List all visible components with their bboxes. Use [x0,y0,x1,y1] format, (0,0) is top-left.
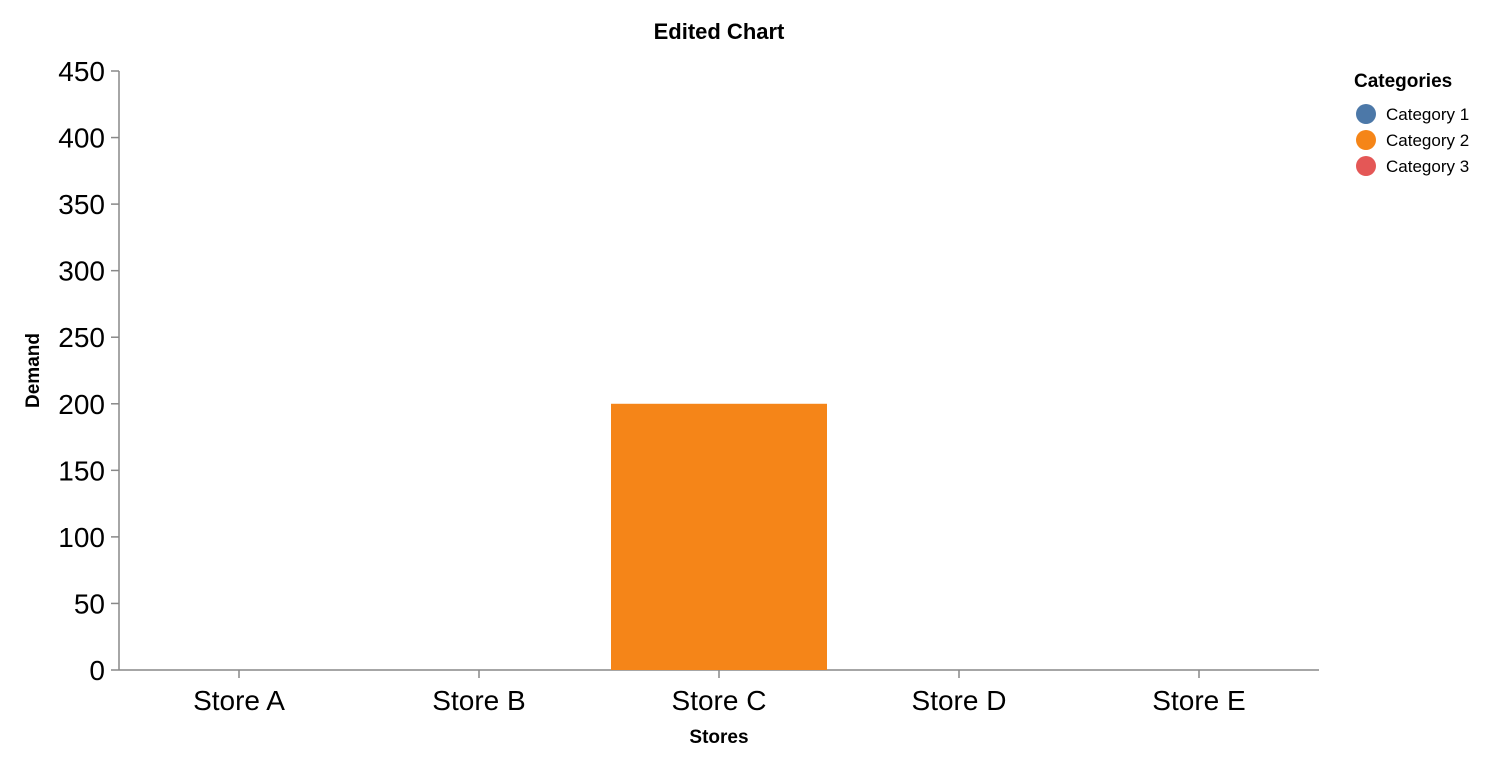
legend-swatch [1356,130,1376,150]
x-tick-label: Store D [912,685,1007,716]
y-tick-label: 300 [58,256,105,287]
y-tick-label: 150 [58,455,105,486]
y-axis: 0 50 100 150 200 250 300 350 400 450 [58,56,120,686]
y-tick-label: 250 [58,322,105,353]
legend-swatch [1356,104,1376,124]
bar [611,403,827,670]
bars-group [611,403,827,670]
x-tick-label: Store E [1152,685,1245,716]
y-tick-label: 450 [58,56,105,87]
y-tick-label: 100 [58,522,105,553]
legend-swatch [1356,156,1376,176]
legend: Categories Category 1 Category 2 Category … [1354,71,1469,176]
legend-label: Category 2 [1386,131,1469,150]
legend-label: Category 1 [1386,105,1469,124]
x-tick-label: Store B [432,685,525,716]
y-tick-label: 400 [58,123,105,154]
chart-title: Edited Chart [654,19,785,44]
legend-label: Category 3 [1386,157,1469,176]
x-tick-label: Store A [193,685,285,716]
x-tick-label: Store C [672,685,767,716]
y-tick-label: 0 [89,655,105,686]
y-tick-label: 350 [58,189,105,220]
legend-title: Categories [1354,71,1452,92]
y-tick-label: 200 [58,389,105,420]
y-axis-title: Demand [23,333,44,408]
x-axis-title: Stores [689,727,748,748]
x-axis: Store A Store B Store C Store D Store E [119,669,1319,716]
y-tick-label: 50 [74,588,105,619]
